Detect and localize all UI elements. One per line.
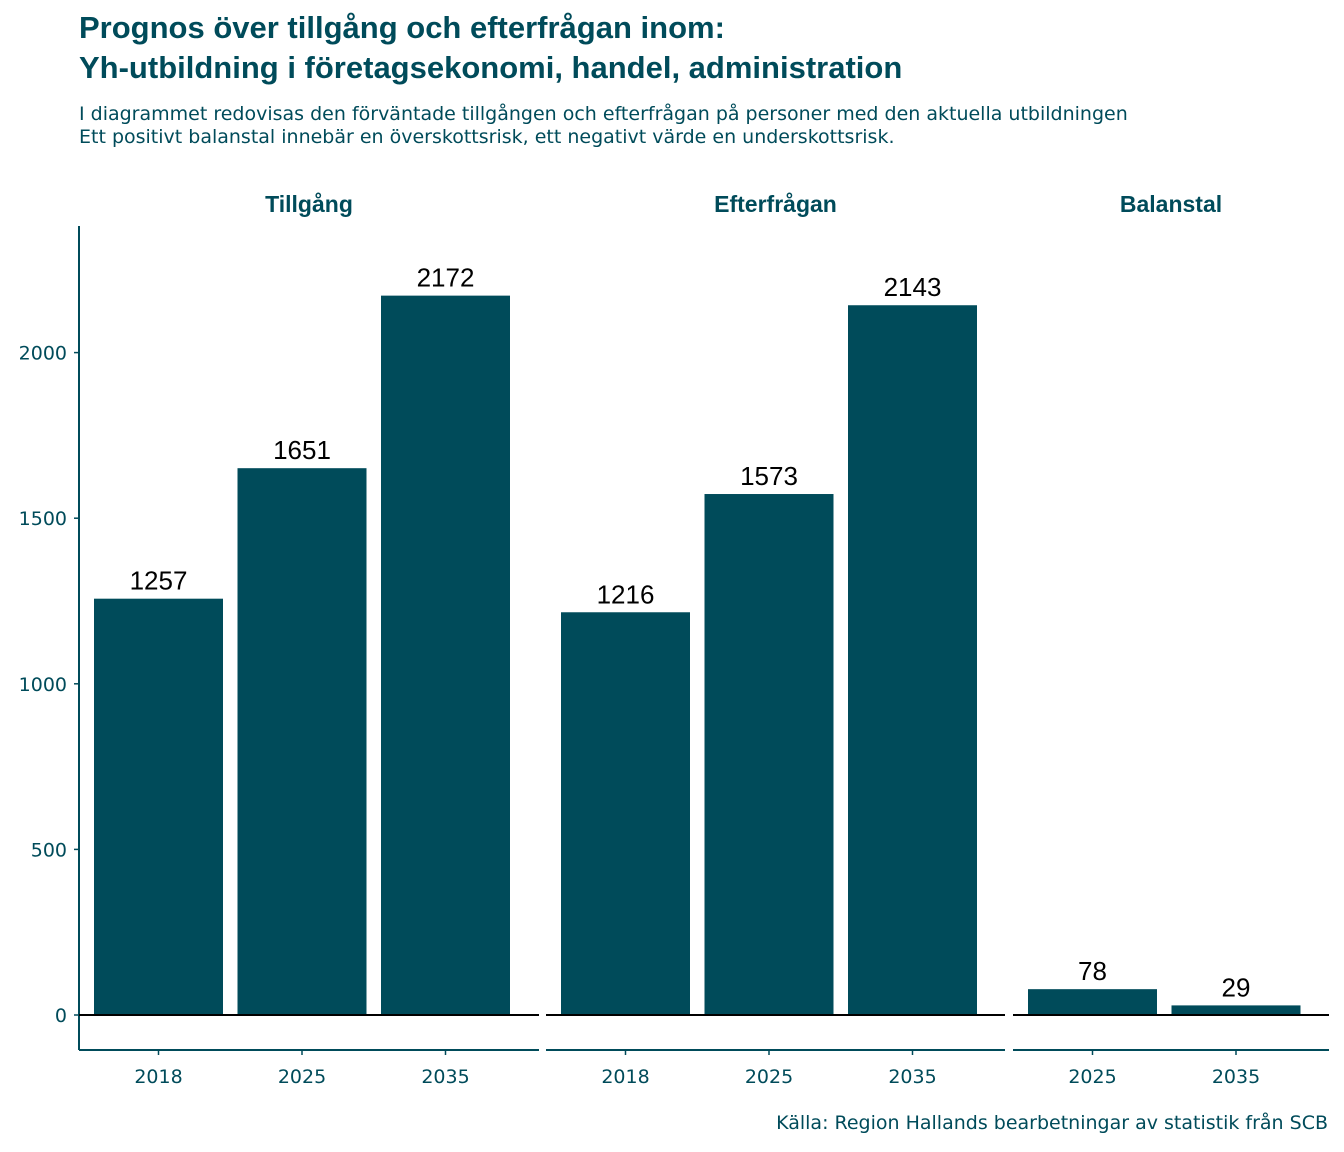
y-tick-label: 500 (31, 839, 67, 861)
data-label: 2143 (884, 272, 942, 302)
bar (1171, 1005, 1301, 1015)
data-label: 1573 (740, 461, 798, 491)
y-axis: 0 500 1000 1500 2000 (19, 226, 80, 1050)
y-tick-label: 1500 (19, 508, 67, 530)
facet-strip-label: Efterfrågan (714, 191, 837, 217)
bar (704, 494, 834, 1015)
y-tick-label: 0 (55, 1005, 67, 1027)
bar (94, 598, 223, 1015)
bar (237, 468, 367, 1015)
facet-panel: Tillgång 1257 2018 1651 2025 2172 2035 (79, 191, 539, 1088)
chart-title-line-2: Yh-utbildning i företagsekonomi, handel,… (79, 50, 903, 85)
chart-subtitle-line-2: Ett positivt balanstal innebär en översk… (79, 126, 895, 148)
facet-panel: Balanstal 78 2025 29 2035 (1013, 191, 1329, 1088)
x-tick-label: 2035 (421, 1066, 469, 1088)
data-label: 78 (1078, 956, 1107, 986)
x-tick-label: 2035 (888, 1066, 936, 1088)
chart-title-line-1: Prognos över tillgång och efterfrågan in… (79, 10, 725, 45)
x-tick-label: 2018 (134, 1066, 182, 1088)
data-label: 1651 (273, 435, 331, 465)
facet-strip-label: Tillgång (265, 191, 353, 217)
x-tick-label: 2025 (1068, 1066, 1116, 1088)
x-tick-label: 2035 (1212, 1066, 1260, 1088)
y-tick-label: 1000 (19, 674, 67, 696)
chart-caption: Källa: Region Hallands bearbetningar av … (776, 1112, 1328, 1134)
x-tick-label: 2025 (745, 1066, 793, 1088)
facet-strip-label: Balanstal (1120, 191, 1222, 217)
facet-panel: Efterfrågan 1216 2018 1573 2025 2143 2035 (546, 191, 1005, 1088)
x-tick-label: 2025 (278, 1066, 326, 1088)
chart-subtitle-line-1: I diagrammet redovisas den förväntade ti… (79, 103, 1128, 125)
bar (848, 305, 977, 1015)
bar (1028, 989, 1157, 1015)
data-label: 1216 (597, 579, 655, 609)
y-tick-label: 2000 (19, 343, 67, 365)
data-label: 29 (1222, 972, 1251, 1002)
x-tick-label: 2018 (601, 1066, 649, 1088)
data-label: 2172 (417, 263, 475, 293)
bar (561, 612, 690, 1015)
data-label: 1257 (130, 566, 188, 596)
bar (381, 295, 510, 1015)
facets: Tillgång125720181651202521722035Efterfrå… (79, 191, 1329, 1088)
